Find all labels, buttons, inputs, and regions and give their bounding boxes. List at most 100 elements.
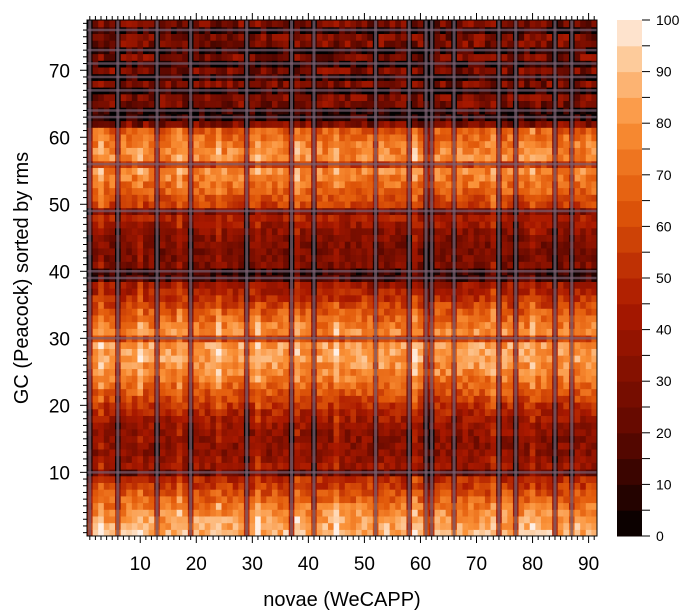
heatmap-cell [260, 294, 267, 303]
heatmap-cell [165, 200, 172, 209]
heatmap-cell [131, 475, 139, 483]
heatmap-cell [333, 368, 340, 376]
heatmap-cell [238, 20, 245, 28]
heatmap-cell [238, 127, 245, 135]
heatmap-cell [159, 200, 167, 209]
heatmap-cell [210, 147, 217, 155]
heatmap-cell [131, 254, 139, 262]
heatmap-cell [199, 408, 206, 416]
heatmap-cell [204, 254, 211, 262]
heatmap-cell [356, 408, 363, 416]
heatmap-cell [395, 529, 402, 536]
heatmap-cell [384, 448, 391, 457]
heatmap-cell [148, 127, 155, 135]
heatmap-cell [204, 93, 211, 102]
heatmap-cell [339, 515, 346, 524]
heatmap-cell [361, 147, 368, 155]
heatmap-cell [277, 355, 284, 363]
heatmap-cell [148, 341, 155, 349]
heatmap-cell [165, 422, 172, 430]
heatmap-cell [395, 348, 402, 356]
heatmap-cell [260, 154, 267, 162]
heatmap-cell [283, 167, 290, 175]
heatmap-cell [412, 442, 419, 450]
heatmap-cell [266, 120, 273, 128]
heatmap-cell [283, 301, 290, 309]
heatmap-cell [271, 435, 279, 443]
heatmap-cell [283, 33, 290, 41]
heatmap-cell [440, 489, 447, 497]
heatmap-cell [193, 341, 200, 349]
heatmap-cell [199, 368, 206, 376]
heatmap-cell [361, 167, 368, 175]
heatmap-cell [193, 180, 200, 189]
heatmap-cell [92, 455, 99, 463]
heatmap-cell [232, 20, 239, 28]
heatmap-cell [210, 428, 217, 437]
heatmap-cell [255, 33, 262, 41]
heatmap-cell [165, 375, 172, 383]
heatmap-cell [120, 53, 127, 61]
heatmap-cell [339, 40, 346, 48]
heatmap-cell [92, 154, 99, 162]
heatmap-cell [356, 415, 363, 423]
heatmap-cell [176, 321, 183, 329]
heatmap-cell [103, 227, 111, 236]
heatmap-cell [126, 515, 133, 524]
heatmap-cell [316, 422, 323, 430]
heatmap-cell [367, 489, 374, 497]
heatmap-cell [412, 361, 419, 370]
heatmap-cell [412, 522, 419, 530]
heatmap-cell [143, 93, 150, 102]
heatmap-cell [367, 174, 374, 182]
heatmap-cell [159, 408, 167, 416]
heatmap-cell [98, 301, 105, 309]
heatmap-cell [339, 422, 346, 430]
heatmap-cell [344, 80, 351, 88]
heatmap-cell [159, 482, 167, 490]
heatmap-cell [204, 234, 211, 242]
heatmap-cell [126, 254, 133, 262]
heatmap-cell [131, 234, 139, 242]
heatmap-cell [148, 221, 155, 229]
heatmap-cell [215, 529, 223, 536]
heatmap-cell [126, 375, 133, 383]
heatmap-cell [165, 435, 172, 443]
heatmap-cell [266, 100, 273, 108]
heatmap-cell [204, 288, 211, 296]
heatmap-cell [294, 455, 301, 463]
heatmap-cell [367, 294, 374, 303]
heatmap-cell [412, 100, 419, 108]
heatmap-cell [384, 100, 391, 108]
heatmap-cell [322, 227, 329, 236]
heatmap-cell [367, 180, 374, 189]
heatmap-cell [137, 40, 144, 48]
heatmap-cell [148, 529, 155, 536]
heatmap-cell [400, 522, 408, 530]
heatmap-cell [356, 33, 363, 41]
heatmap-cell [171, 462, 178, 470]
heatmap-cell [137, 281, 144, 289]
heatmap-cell [159, 388, 167, 396]
heatmap-cell [316, 462, 323, 470]
heatmap-cell [109, 261, 116, 269]
heatmap-cell [400, 428, 408, 437]
heatmap-cell [333, 281, 340, 289]
heatmap-cell [389, 401, 396, 410]
heatmap-cell [120, 301, 127, 309]
heatmap-cell [103, 475, 111, 483]
heatmap-cell [260, 147, 267, 155]
heatmap-cell [350, 482, 357, 490]
heatmap-cell [249, 495, 256, 504]
heatmap-cell [193, 522, 200, 530]
heatmap-cell [165, 120, 172, 128]
heatmap-cell [215, 154, 223, 162]
heatmap-cell [92, 80, 99, 88]
heatmap-cell [361, 288, 368, 296]
heatmap-cell [171, 147, 178, 155]
heatmap-cell [389, 381, 396, 390]
heatmap-cell [440, 482, 447, 490]
heatmap-cell [232, 509, 239, 517]
heatmap-cell [210, 368, 217, 376]
heatmap-cell [283, 214, 290, 222]
